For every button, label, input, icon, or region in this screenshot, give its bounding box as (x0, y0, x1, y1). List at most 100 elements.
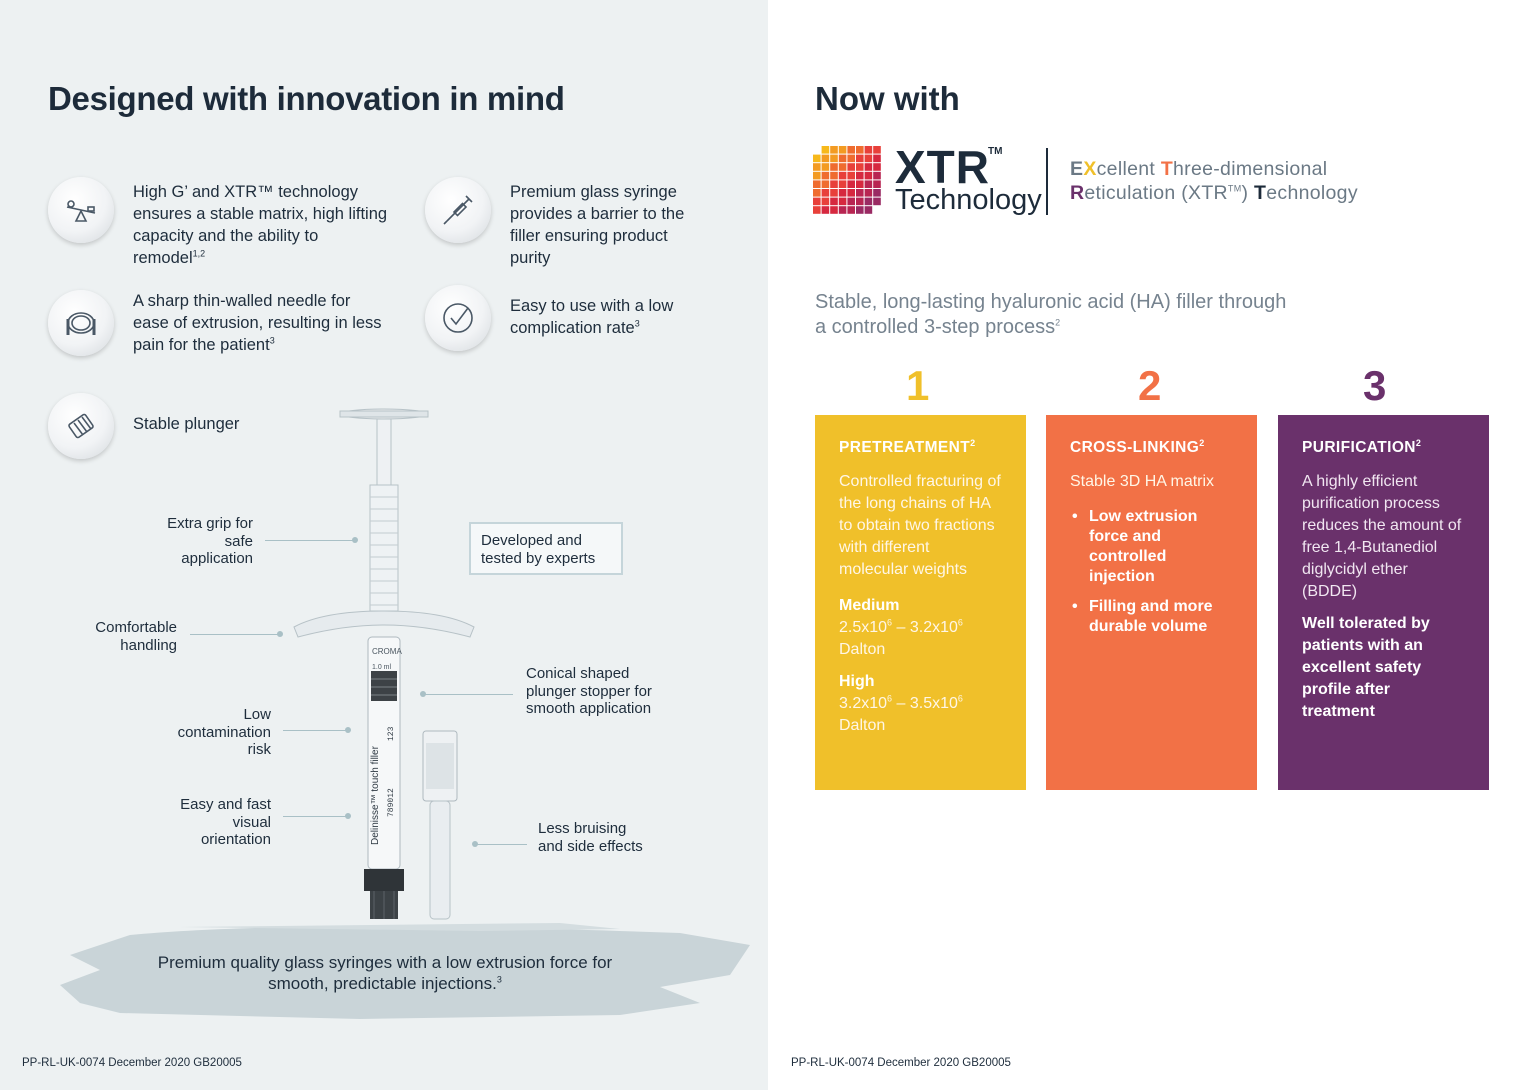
mosaic-tile (873, 180, 881, 188)
mosaic-tile (847, 163, 855, 171)
leader-low-contamination (283, 730, 348, 731)
card-title: PRETREATMENT2 (839, 437, 976, 456)
syringe-illustration: CROMA 1.0 ml Delinisse™ touch filler 789… (293, 408, 475, 920)
step-number-1: 1 (906, 362, 930, 409)
leader-conical (423, 694, 513, 695)
card-title: CROSS-LINKING2 (1070, 437, 1205, 456)
mosaic-tile (838, 154, 847, 163)
mosaic-tile (813, 206, 821, 214)
syringe-icon (425, 177, 491, 243)
mosaic-tile (856, 206, 864, 214)
callout-extra-grip: Extra grip for safe application (167, 515, 253, 567)
mosaic-tile (838, 197, 847, 206)
mosaic-tile (873, 197, 881, 206)
leader-dot (472, 841, 478, 847)
mosaic-tile (838, 189, 847, 197)
leader-comfortable (190, 634, 280, 635)
mosaic-tile (856, 180, 864, 188)
mosaic-tile (821, 189, 830, 197)
callout-less-bruising: Less bruising and side effects (538, 820, 643, 855)
card-range-high: 3.2x106 – 3.5x106 Dalton (839, 693, 963, 734)
mosaic-tile (856, 146, 864, 154)
syringe-number-text: 789012 (387, 788, 396, 817)
mosaic-tile (838, 171, 847, 180)
step-number-2: 2 (1138, 362, 1162, 409)
mosaic-tile (830, 180, 838, 188)
syringe-volume-text: 1.0 ml (372, 664, 392, 671)
mosaic-tile (821, 171, 830, 180)
leader-dot (352, 537, 358, 543)
mosaic-tile (847, 197, 855, 206)
mosaic-tile (838, 163, 847, 171)
footer-right: PP-RL-UK-0074 December 2020 GB20005 (791, 1057, 1011, 1069)
card-body: A highly efficient purification process … (1302, 473, 1462, 600)
bullet-item: Low extrusion force and controlled injec… (1070, 507, 1233, 587)
mosaic-tile (873, 171, 881, 180)
mosaic-tile (830, 154, 838, 163)
process-subheading: Stable, long-lasting hyaluronic acid (HA… (815, 291, 1287, 338)
mosaic-tile (821, 180, 830, 188)
mosaic-tile (830, 197, 838, 206)
feature-text-easy: Easy to use with a low complication rate… (510, 297, 674, 337)
step-card-purification: PURIFICATION2 A highly efficient purific… (1278, 415, 1489, 790)
xtr-logo-word: XTR (895, 141, 990, 193)
mosaic-tile (830, 171, 838, 180)
logo-divider (1046, 148, 1048, 215)
mosaic-tile (864, 154, 873, 163)
mosaic-tile (813, 189, 821, 197)
mosaic-tile (838, 180, 847, 188)
mosaic-tile (847, 180, 855, 188)
mosaic-tile (847, 146, 855, 154)
mosaic-tile (847, 206, 855, 214)
mosaic-tile (873, 146, 881, 154)
leader-dot (420, 691, 426, 697)
mosaic-tile (838, 206, 847, 214)
card-subtitle-high: High (839, 673, 875, 690)
mosaic-tile (830, 163, 838, 171)
mosaic-tile (830, 189, 838, 197)
feature-text-plunger: Stable plunger (133, 415, 240, 433)
mosaic-tile (821, 154, 830, 163)
xtr-logo-tm: TM (988, 146, 1003, 157)
mosaic-tile (821, 197, 830, 206)
leader-easy-visual (283, 816, 348, 817)
callout-conical: Conical shaped plunger stopper for smoot… (526, 665, 652, 717)
callout-easy-visual: Easy and fast visual orientation (180, 796, 271, 848)
mosaic-tile (856, 163, 864, 171)
mosaic-tile (864, 189, 873, 197)
bottom-caption: Premium quality glass syringes with a lo… (157, 953, 613, 993)
leader-dot (345, 813, 351, 819)
mosaic-tile (864, 180, 873, 188)
card-body: Controlled fracturing of the long chains… (839, 473, 1001, 578)
mosaic-tile (847, 189, 855, 197)
step-card-cross-linking: CROSS-LINKING2 Stable 3D HA matrix Low e… (1046, 415, 1257, 790)
syringe-product-text: Delinisse™ touch filler (370, 745, 381, 845)
plunger-icon (48, 393, 114, 459)
xtr-mosaic-logo (813, 146, 881, 214)
mosaic-tile (864, 171, 873, 180)
mosaic-tile (830, 146, 838, 154)
left-panel: Designed with innovation in mind High G’… (0, 0, 768, 1090)
leader-dot (277, 631, 283, 637)
card-title: PURIFICATION2 (1302, 437, 1422, 456)
mosaic-tile (813, 197, 821, 206)
xtr-definition: EXcellent Three-dimensional Reticulation… (1070, 157, 1358, 205)
card-range-medium: 2.5x106 – 3.2x106 Dalton (839, 617, 963, 658)
mosaic-tile (873, 189, 881, 197)
balance-scale-icon (48, 177, 114, 243)
mosaic-tile (847, 171, 855, 180)
now-with-title: Now with (815, 80, 960, 117)
bullet-item: Filling and more durable volume (1070, 597, 1233, 637)
leader-dot (345, 727, 351, 733)
syringe-lot-text: 123 (387, 726, 396, 741)
mosaic-tile (856, 154, 864, 163)
leader-less-bruising (475, 844, 527, 845)
page-title: Designed with innovation in mind (48, 80, 565, 117)
needle-coil-icon (48, 290, 114, 356)
step-number-3: 3 (1363, 362, 1387, 409)
mosaic-tile (821, 163, 830, 171)
definition-line-1: EXcellent Three-dimensional (1070, 158, 1328, 180)
mosaic-tile (813, 163, 821, 171)
xtr-logo-technology: Technology (895, 184, 1042, 216)
definition-line-2: Reticulation (XTRTM) Technology (1070, 182, 1358, 204)
